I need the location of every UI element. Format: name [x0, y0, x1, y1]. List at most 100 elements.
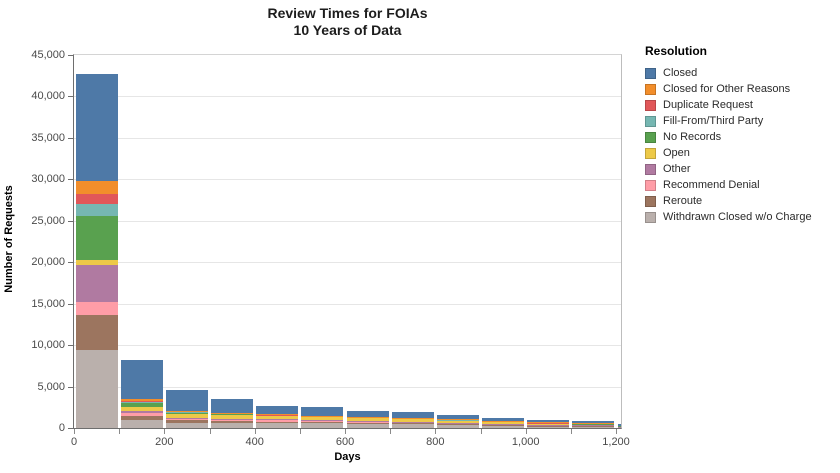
bar-segment-withdrawn-closed-w-o-charge[interactable] [617, 427, 621, 428]
bar-segment-no-records[interactable] [120, 402, 163, 407]
bar-segment-reroute[interactable] [436, 423, 479, 425]
bar-segment-recommend-denial[interactable] [75, 301, 118, 315]
bar-segment-open[interactable] [572, 423, 615, 426]
legend-item-reroute[interactable]: Reroute [645, 193, 835, 209]
bar-segment-other[interactable] [301, 420, 344, 421]
bar-segment-closed[interactable] [617, 424, 621, 426]
bar-segment-reroute[interactable] [75, 314, 118, 351]
bar-segment-open[interactable] [165, 413, 208, 418]
legend-swatch-other [645, 163, 656, 175]
bar-segment-open[interactable] [120, 406, 163, 412]
legend-swatch-recommend-denial [645, 179, 656, 191]
bar-segment-recommend-denial[interactable] [256, 420, 299, 422]
bar-segment-withdrawn-closed-w-o-charge[interactable] [436, 424, 479, 428]
bar-segment-open[interactable] [75, 259, 118, 265]
bar-segment-withdrawn-closed-w-o-charge[interactable] [527, 425, 570, 428]
bar-segment-withdrawn-closed-w-o-charge[interactable] [211, 423, 253, 428]
bar-segment-withdrawn-closed-w-o-charge[interactable] [165, 422, 208, 428]
bar-segment-duplicate-request[interactable] [75, 193, 118, 205]
legend-item-closed[interactable]: Closed [645, 65, 835, 81]
bar-segment-recommend-denial[interactable] [165, 418, 208, 421]
bar-segment-recommend-denial[interactable] [120, 413, 163, 416]
legend-swatch-no-records [645, 131, 656, 143]
bar-segment-no-records[interactable] [256, 415, 299, 417]
bar-segment-closed[interactable] [482, 417, 525, 422]
bar-segment-withdrawn-closed-w-o-charge[interactable] [391, 423, 434, 428]
bar-segment-open[interactable] [301, 417, 344, 421]
bar-segment-closed[interactable] [75, 73, 118, 182]
bar-segment-withdrawn-closed-w-o-charge[interactable] [120, 420, 163, 428]
bar-segment-open[interactable] [527, 422, 570, 425]
bar-segment-fill-from-third-party[interactable] [75, 204, 118, 216]
bar-segment-closed-for-other-reasons[interactable] [120, 399, 163, 402]
bar-segment-fill-from-third-party[interactable] [120, 401, 163, 403]
bar-segment-closed[interactable] [436, 414, 479, 420]
y-tick-label: 20,000 [31, 256, 65, 269]
bar-segment-duplicate-request[interactable] [120, 401, 163, 402]
bar-segment-no-records[interactable] [301, 416, 344, 418]
bar-segment-no-records[interactable] [211, 413, 253, 416]
bar-segment-withdrawn-closed-w-o-charge[interactable] [256, 423, 299, 428]
bar-segment-reroute[interactable] [391, 423, 434, 424]
bar-segment-reroute[interactable] [120, 416, 163, 421]
bar-segment-no-records[interactable] [165, 411, 208, 414]
bar-segment-withdrawn-closed-w-o-charge[interactable] [572, 426, 615, 428]
bar-segment-other[interactable] [165, 417, 208, 419]
bar-segment-other[interactable] [211, 418, 253, 420]
legend-item-duplicate-request[interactable]: Duplicate Request [645, 97, 835, 113]
h-gridline [74, 262, 621, 264]
bar-segment-reroute[interactable] [482, 424, 525, 426]
h-gridline [74, 96, 621, 98]
y-tick [68, 55, 73, 56]
bar-segment-recommend-denial[interactable] [211, 419, 253, 422]
bar-segment-open[interactable] [211, 415, 253, 419]
bar-segment-open[interactable] [391, 418, 434, 422]
bar-segment-reroute[interactable] [346, 422, 389, 424]
bar-segment-recommend-denial[interactable] [346, 421, 389, 423]
bar-segment-open[interactable] [436, 420, 479, 423]
bar-segment-recommend-denial[interactable] [436, 423, 479, 424]
bar-segment-recommend-denial[interactable] [301, 420, 344, 423]
y-tick-label: 40,000 [31, 90, 65, 103]
bar-segment-closed-for-other-reasons[interactable] [75, 181, 118, 194]
bar-segment-other[interactable] [120, 411, 163, 414]
bar-segment-open[interactable] [482, 421, 525, 424]
bar-segment-reroute[interactable] [256, 421, 299, 424]
legend-item-open[interactable]: Open [645, 145, 835, 161]
x-tick [299, 429, 301, 434]
bar-segment-closed[interactable] [211, 399, 253, 413]
bar-segment-reroute[interactable] [211, 421, 253, 424]
x-tick-label: 400 [245, 436, 264, 448]
bar-segment-closed[interactable] [165, 389, 208, 411]
bar-segment-closed[interactable] [527, 419, 570, 423]
bar-segment-closed[interactable] [346, 410, 389, 417]
bar-segment-reroute[interactable] [301, 422, 344, 424]
bar-segment-closed[interactable] [256, 405, 299, 415]
bar-segment-withdrawn-closed-w-o-charge[interactable] [75, 350, 118, 428]
legend-item-closed-for-other-reasons[interactable]: Closed for Other Reasons [645, 81, 835, 97]
bar-segment-no-records[interactable] [75, 215, 118, 260]
legend-item-fill-from-third-party[interactable]: Fill-From/Third Party [645, 113, 835, 129]
bar-segment-withdrawn-closed-w-o-charge[interactable] [482, 425, 525, 428]
bar-segment-open[interactable] [346, 418, 389, 422]
bar-segment-withdrawn-closed-w-o-charge[interactable] [301, 423, 344, 428]
legend-item-recommend-denial[interactable]: Recommend Denial [645, 177, 835, 193]
bar-segment-closed[interactable] [391, 412, 434, 418]
bar-segment-other[interactable] [75, 264, 118, 302]
x-tick-label: 800 [426, 436, 445, 448]
bar-segment-closed[interactable] [572, 420, 615, 424]
bar-segment-other[interactable] [256, 419, 299, 421]
bar-segment-recommend-denial[interactable] [482, 424, 525, 425]
bar-segment-open[interactable] [256, 416, 299, 420]
bar-segment-recommend-denial[interactable] [391, 422, 434, 423]
legend-item-other[interactable]: Other [645, 161, 835, 177]
bar-segment-open[interactable] [617, 425, 621, 427]
legend-item-withdrawn-closed-w-o-charge[interactable]: Withdrawn Closed w/o Charge [645, 209, 835, 225]
bar-segment-reroute[interactable] [165, 420, 208, 423]
bar-segment-closed[interactable] [120, 359, 163, 400]
bar-segment-withdrawn-closed-w-o-charge[interactable] [346, 423, 389, 428]
bar-segment-no-records[interactable] [346, 417, 389, 419]
bar-segment-no-records[interactable] [391, 418, 434, 419]
bar-segment-closed[interactable] [301, 407, 344, 416]
legend-item-no-records[interactable]: No Records [645, 129, 835, 145]
